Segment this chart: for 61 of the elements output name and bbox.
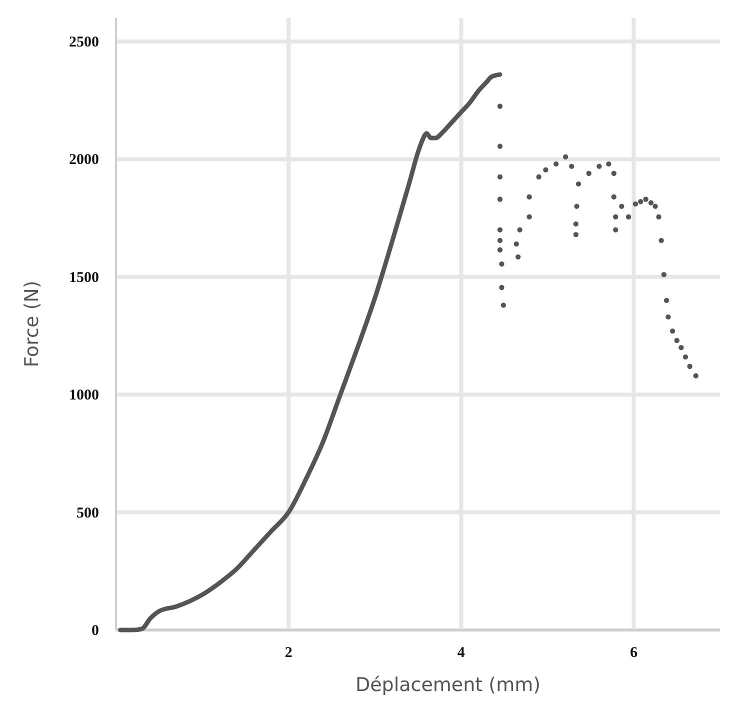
point — [619, 204, 624, 209]
line-series — [118, 72, 502, 632]
point — [517, 227, 522, 232]
point — [596, 164, 602, 169]
y-tick-label: 1000 — [69, 388, 99, 404]
point — [515, 254, 521, 260]
y-tick-label: 1500 — [69, 270, 99, 286]
y-tick-label: 0 — [92, 623, 99, 639]
point — [612, 214, 618, 220]
y-tick-label: 2000 — [69, 152, 99, 168]
point — [500, 302, 506, 308]
point — [648, 200, 654, 206]
point — [568, 164, 574, 169]
point — [553, 161, 559, 167]
y-tick-label: 2500 — [69, 34, 99, 51]
point — [674, 338, 680, 344]
point — [652, 204, 658, 209]
point — [678, 344, 684, 350]
point — [497, 104, 503, 109]
point — [606, 161, 612, 167]
y-axis-title: Force (N) — [21, 280, 43, 368]
point — [497, 247, 503, 252]
point — [626, 214, 632, 220]
point — [574, 204, 580, 209]
point — [514, 241, 519, 247]
point — [543, 167, 548, 172]
point — [586, 170, 592, 176]
point — [573, 232, 579, 238]
point — [693, 373, 698, 378]
point — [661, 272, 667, 278]
y-tick-label: 500 — [76, 505, 99, 522]
point — [638, 199, 644, 204]
point — [687, 364, 692, 369]
point — [573, 221, 579, 227]
point — [562, 154, 568, 160]
point — [664, 298, 670, 304]
point — [497, 227, 503, 232]
x-tick-label: 6 — [630, 645, 638, 661]
point — [666, 314, 671, 320]
point — [611, 194, 616, 200]
point — [526, 194, 532, 200]
point — [497, 196, 503, 202]
x-tick-label: 2 — [284, 645, 292, 661]
point — [611, 170, 616, 176]
point — [670, 328, 676, 334]
x-axis-title: Déplacement (mm) — [355, 674, 541, 696]
point — [656, 214, 662, 220]
point — [632, 201, 638, 207]
point — [658, 238, 664, 244]
point — [682, 354, 688, 360]
point — [576, 181, 582, 187]
point — [499, 284, 504, 290]
point — [612, 227, 618, 232]
point — [643, 196, 648, 202]
point — [497, 144, 503, 149]
x-tick-label: 4 — [457, 645, 466, 661]
point — [499, 261, 504, 267]
point — [526, 214, 532, 220]
point — [536, 174, 542, 180]
point — [497, 174, 503, 180]
point — [497, 238, 503, 244]
